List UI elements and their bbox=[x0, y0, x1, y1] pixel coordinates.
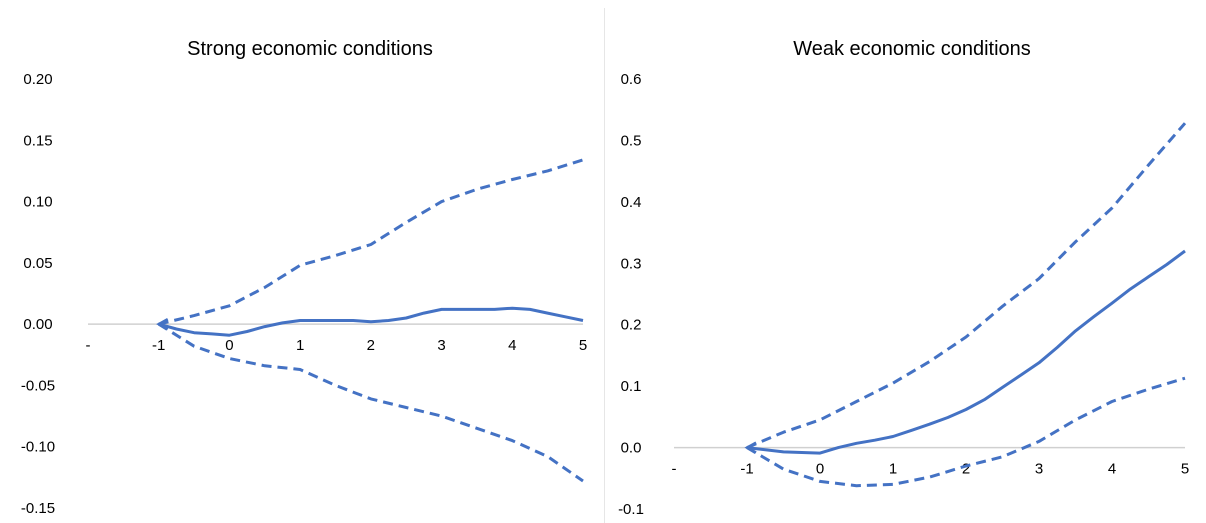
y-tick-label: 0.20 bbox=[23, 71, 52, 88]
y-tick-label: 0.10 bbox=[23, 194, 52, 211]
chart-strong-economic-conditions: Strong economic conditions 0.20 0.15 0.10 0… bbox=[21, 38, 587, 517]
y-tick-label: 0.4 bbox=[621, 194, 642, 211]
y-tick-label: 0.00 bbox=[23, 316, 52, 333]
y-tick-label: 0.1 bbox=[621, 378, 642, 395]
y-tick-label: 0.15 bbox=[23, 132, 52, 149]
chart-weak-economic-conditions: Weak economic conditions 0.6 0.5 0.4 0.3 0.2… bbox=[618, 38, 1189, 518]
confidence-band-line bbox=[746, 122, 1187, 449]
x-tick-label: -1 bbox=[740, 461, 753, 478]
confidence-band-line bbox=[157, 322, 584, 483]
x-tick-label: 3 bbox=[437, 337, 445, 354]
y-tick-label: -0.05 bbox=[21, 377, 55, 394]
chart-panel-weak: Weak economic conditions 0.6 0.5 0.4 0.3 0.2… bbox=[607, 0, 1206, 523]
origin-arrowhead bbox=[156, 318, 169, 331]
x-tick-label: 3 bbox=[1035, 461, 1043, 478]
estimate-line bbox=[158, 306, 584, 337]
y-tick-label: 0.05 bbox=[23, 255, 52, 272]
x-tick-label: - bbox=[672, 461, 677, 478]
y-tick-label: 0.5 bbox=[621, 132, 642, 149]
y-tick-label: 0.2 bbox=[621, 317, 642, 334]
x-tick-label: -1 bbox=[152, 337, 165, 354]
x-tick-label: 1 bbox=[296, 337, 304, 354]
confidence-band-line bbox=[158, 158, 584, 326]
x-tick-label: 0 bbox=[816, 461, 824, 478]
chart-panel-strong: Strong economic conditions 0.20 0.15 0.10 0… bbox=[21, 38, 587, 517]
panel-divider bbox=[604, 8, 605, 523]
chart-title: Weak economic conditions bbox=[793, 38, 1031, 60]
y-tick-label: 0.0 bbox=[621, 440, 642, 457]
x-tick-label: 4 bbox=[508, 337, 516, 354]
x-tick-label: 2 bbox=[367, 337, 375, 354]
y-tick-label: -0.10 bbox=[21, 439, 55, 456]
x-tick-label: 5 bbox=[579, 337, 587, 354]
x-tick-label: - bbox=[86, 337, 91, 354]
x-tick-label: 1 bbox=[889, 461, 897, 478]
estimate-line bbox=[746, 249, 1186, 455]
x-tick-label: 5 bbox=[1181, 461, 1189, 478]
x-tick-label: 4 bbox=[1108, 461, 1116, 478]
y-tick-label: 0.3 bbox=[621, 255, 642, 272]
y-tick-label: 0.6 bbox=[621, 71, 642, 88]
confidence-band-line bbox=[746, 376, 1186, 488]
x-tick-label: 0 bbox=[225, 337, 233, 354]
origin-arrowhead bbox=[744, 441, 757, 454]
y-tick-label: -0.15 bbox=[21, 500, 55, 517]
y-tick-label: -0.1 bbox=[618, 501, 644, 518]
chart-title: Strong economic conditions bbox=[187, 38, 433, 60]
x-tick-label: 2 bbox=[962, 461, 970, 478]
